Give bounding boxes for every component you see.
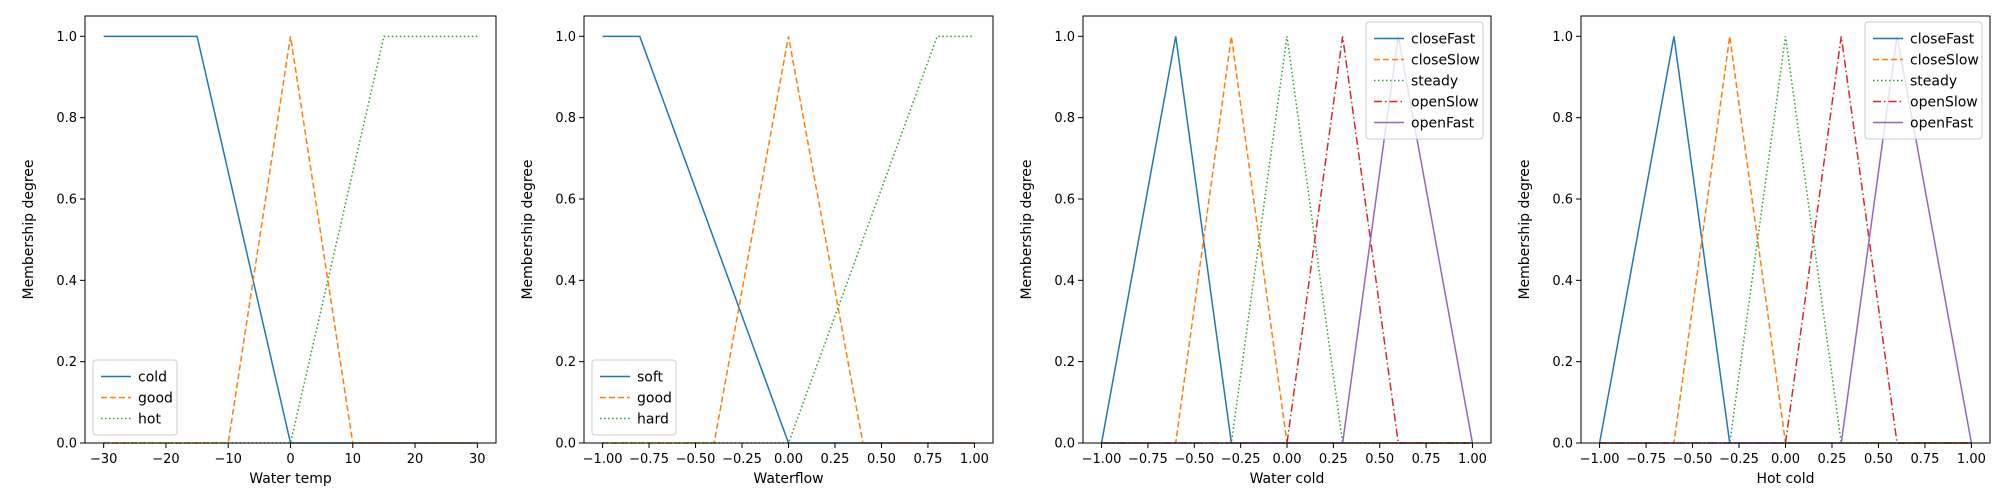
x-tick-label: 0.25	[1319, 452, 1348, 467]
x-axis-label: Water temp	[249, 471, 332, 487]
legend: cold good hot	[92, 359, 178, 436]
series-line-steady	[1599, 36, 1972, 444]
legend-label-steady: steady	[1411, 74, 1458, 90]
legend: closeFast closeSlow steady openSlow openFast	[1864, 21, 1983, 140]
x-tick-label: −0.75	[1626, 452, 1666, 467]
y-tick-label: 0.2	[1552, 355, 1573, 370]
x-tick-label: 20	[407, 452, 424, 467]
y-axis-label: Membership degree	[21, 159, 37, 299]
chart-panel-3: −1.00 −0.75 −0.50 −0.25 0.00 0.25 0.50 0.75 1.00…	[1019, 15, 1492, 487]
y-tick-label: 0.8	[1552, 111, 1573, 126]
y-tick-label: 0.8	[56, 111, 77, 126]
chart-panel-2: −1.00 −0.75 −0.50 −0.25 0.00 0.25 0.50 0.75 1.00…	[520, 15, 994, 487]
legend-label-hot: hot	[138, 412, 161, 428]
legend-label-openFast: openFast	[1411, 116, 1475, 132]
legend-label-openFast: openFast	[1910, 116, 1974, 132]
x-tick-label: 0.50	[867, 452, 896, 467]
x-tick-label: 0.75	[1910, 452, 1939, 467]
legend-box	[1864, 21, 1983, 140]
legend-label-cold: cold	[138, 370, 167, 386]
series-line-openSlow	[1599, 36, 1972, 444]
legend-box	[591, 359, 677, 436]
series-line-openSlow	[1101, 36, 1473, 444]
legend: soft good hard	[591, 359, 677, 436]
y-tick-label: 0.6	[555, 193, 576, 208]
legend-label-steady: steady	[1910, 74, 1957, 90]
x-tick-label: 1.00	[1957, 452, 1986, 467]
legend: closeFast closeSlow steady openSlow openFast	[1365, 21, 1484, 140]
x-tick-label: 30	[469, 452, 486, 467]
x-tick-label: −0.75	[1128, 452, 1168, 467]
x-axis-label: Water cold	[1250, 471, 1325, 487]
y-tick-label: 0.4	[555, 274, 576, 289]
x-tick-label: −30	[90, 452, 117, 467]
x-tick-label: −0.25	[1221, 452, 1261, 467]
x-tick-label: 0.00	[774, 452, 803, 467]
x-tick-label: 10	[344, 452, 361, 467]
x-tick-label: −0.50	[676, 452, 716, 467]
y-tick-label: 0.2	[555, 355, 576, 370]
x-tick-label: −0.50	[1174, 452, 1214, 467]
legend-label-closeSlow: closeSlow	[1411, 53, 1480, 69]
x-tick-label: −1.00	[1082, 452, 1122, 467]
legend-box	[1365, 21, 1484, 140]
x-tick-label: −0.50	[1673, 452, 1713, 467]
x-tick-label: −20	[152, 452, 179, 467]
x-tick-label: 1.00	[960, 452, 989, 467]
legend-label-closeSlow: closeSlow	[1910, 53, 1979, 69]
x-axis-label: Hot cold	[1756, 471, 1814, 487]
x-tick-label: 0.50	[1365, 452, 1394, 467]
y-tick-label: 0.8	[1054, 111, 1075, 126]
legend-label-closeFast: closeFast	[1411, 32, 1476, 48]
y-axis-label: Membership degree	[1517, 159, 1533, 299]
y-tick-label: 0.0	[555, 437, 576, 452]
y-tick-label: 0.0	[1552, 437, 1573, 452]
x-tick-label: 0.25	[1818, 452, 1847, 467]
x-tick-label: 0.50	[1864, 452, 1893, 467]
y-tick-label: 0.2	[56, 355, 77, 370]
chart-panel-4: −1.00 −0.75 −0.50 −0.25 0.00 0.25 0.50 0.75 1.00…	[1517, 15, 1991, 487]
y-tick-label: 1.0	[1054, 30, 1075, 45]
series-line-steady	[1101, 36, 1473, 444]
x-tick-label: 0	[286, 452, 294, 467]
legend-label-good: good	[138, 391, 173, 407]
y-axis-label: Membership degree	[520, 159, 536, 299]
legend-label-openSlow: openSlow	[1411, 95, 1479, 111]
legend-label-closeFast: closeFast	[1910, 32, 1975, 48]
y-tick-label: 1.0	[555, 30, 576, 45]
y-tick-label: 0.0	[1054, 437, 1075, 452]
x-tick-label: −0.25	[722, 452, 762, 467]
y-axis-label: Membership degree	[1019, 159, 1035, 299]
y-tick-label: 1.0	[1552, 30, 1573, 45]
x-tick-label: −10	[215, 452, 242, 467]
x-tick-label: −1.00	[1580, 452, 1620, 467]
x-tick-label: 0.25	[821, 452, 850, 467]
legend-label-hard: hard	[637, 412, 669, 428]
legend-label-good: good	[637, 391, 672, 407]
x-tick-label: 0.75	[913, 452, 942, 467]
y-tick-label: 1.0	[56, 30, 77, 45]
legend-label-openSlow: openSlow	[1910, 95, 1978, 111]
x-tick-label: 1.00	[1458, 452, 1487, 467]
y-tick-label: 0.4	[56, 274, 77, 289]
x-tick-label: −1.00	[583, 452, 623, 467]
y-tick-label: 0.6	[1054, 193, 1075, 208]
x-tick-label: 0.00	[1771, 452, 1800, 467]
y-tick-label: 0.8	[555, 111, 576, 126]
y-tick-label: 0.6	[56, 193, 77, 208]
x-tick-label: −0.75	[629, 452, 669, 467]
y-tick-label: 0.0	[56, 437, 77, 452]
x-tick-label: 0.00	[1273, 452, 1302, 467]
x-tick-label: 0.75	[1412, 452, 1441, 467]
x-tick-label: −0.25	[1719, 452, 1759, 467]
x-axis-label: Waterflow	[753, 471, 823, 487]
y-tick-label: 0.2	[1054, 355, 1075, 370]
legend-label-soft: soft	[637, 370, 664, 386]
chart-panel-1: −30 −20 −10 0 10 20 30 0.0 0.2 0.4 0.6 0.8 1.0 Water …	[21, 15, 497, 487]
y-tick-label: 0.4	[1054, 274, 1075, 289]
legend-box	[92, 359, 178, 436]
y-tick-label: 0.6	[1552, 193, 1573, 208]
y-tick-label: 0.4	[1552, 274, 1573, 289]
